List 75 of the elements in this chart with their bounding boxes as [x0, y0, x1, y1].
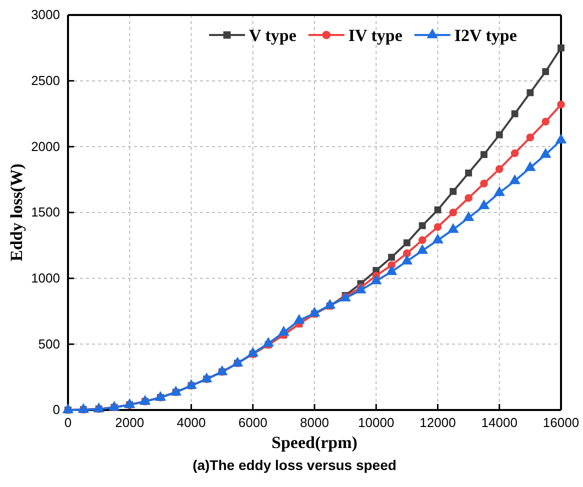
- point: [418, 236, 426, 244]
- point: [262, 337, 274, 347]
- point: [432, 234, 444, 244]
- x-axis-title: Speed(rpm): [272, 433, 358, 452]
- x-tick-label: 8000: [300, 415, 329, 430]
- point: [403, 239, 410, 246]
- point: [557, 100, 565, 108]
- x-tick-label: 16000: [542, 415, 580, 430]
- point: [448, 223, 459, 233]
- point: [494, 186, 506, 196]
- point: [93, 402, 104, 412]
- point: [370, 274, 382, 284]
- point: [449, 208, 458, 216]
- point: [496, 131, 503, 138]
- point: [526, 89, 534, 96]
- y-tick-label: 1000: [31, 270, 60, 286]
- y-tick-label: 2000: [31, 138, 60, 154]
- x-tick-label: 14000: [481, 415, 518, 430]
- point: [434, 223, 442, 231]
- point: [480, 151, 488, 158]
- point: [495, 165, 504, 173]
- y-tick-label: 2500: [31, 72, 60, 88]
- point: [480, 180, 488, 188]
- point: [308, 306, 320, 316]
- point: [510, 149, 519, 158]
- point: [416, 244, 428, 254]
- point: [462, 211, 474, 222]
- point: [555, 134, 567, 144]
- point: [78, 403, 90, 413]
- point: [509, 174, 520, 184]
- point: [464, 194, 472, 202]
- point: [154, 390, 166, 401]
- point: [418, 222, 426, 230]
- point: [216, 365, 228, 376]
- point: [403, 249, 411, 258]
- y-tick-label: 500: [38, 336, 60, 352]
- x-tick-label: 4000: [176, 415, 206, 430]
- point: [186, 379, 197, 389]
- point: [139, 394, 151, 405]
- point: [62, 403, 74, 414]
- point: [524, 161, 536, 171]
- point: [526, 134, 534, 142]
- point: [170, 386, 182, 396]
- x-tick-label: 6000: [238, 415, 268, 430]
- legend-label: V type: [249, 26, 297, 45]
- legend-label: I2V type: [454, 26, 518, 45]
- point: [478, 199, 490, 210]
- x-tick-label: 0: [64, 415, 72, 430]
- legend-label: IV type: [348, 26, 403, 45]
- point: [247, 346, 259, 357]
- point: [293, 314, 305, 324]
- y-tick-label: 3000: [31, 7, 60, 22]
- point: [542, 68, 550, 76]
- x-tick-label: 2000: [115, 415, 144, 430]
- point: [386, 265, 398, 276]
- point: [401, 254, 413, 264]
- point: [324, 298, 336, 309]
- x-tick-label: 10000: [358, 415, 394, 430]
- point: [108, 400, 120, 411]
- point: [388, 254, 395, 261]
- point: [124, 398, 136, 408]
- point: [465, 170, 472, 176]
- point: [542, 118, 550, 126]
- point: [450, 188, 457, 195]
- point: [558, 44, 564, 52]
- text: (a)The eddy loss versus speed: [192, 457, 396, 473]
- point: [232, 356, 244, 367]
- y-tick-label: 0: [52, 402, 60, 418]
- y-tick-label: 1500: [31, 204, 60, 220]
- point: [434, 206, 442, 214]
- x-tick-label: 12000: [420, 415, 456, 430]
- point: [540, 148, 552, 158]
- point: [278, 326, 290, 336]
- y-axis-title: Eddy loss(W): [7, 164, 26, 262]
- point: [201, 372, 212, 382]
